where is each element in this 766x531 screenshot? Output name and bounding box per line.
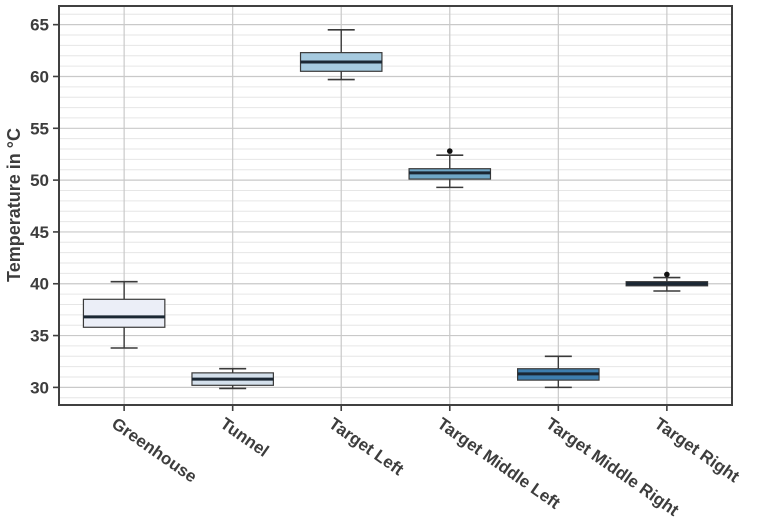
y-tick-label: 30 <box>30 378 49 397</box>
x-category-label: Target Left <box>325 414 407 479</box>
iqr-box <box>82 298 166 328</box>
y-tick-label: 65 <box>30 16 49 35</box>
x-category-label: Tunnel <box>217 414 273 461</box>
boxplot-target-middle-left <box>408 148 492 189</box>
panel-border <box>58 5 733 406</box>
boxplot-target-right <box>625 271 709 292</box>
boxplot-target-left <box>299 29 383 81</box>
outlier-point <box>446 148 453 154</box>
y-tick-label: 55 <box>30 119 49 138</box>
y-tick-label: 60 <box>30 67 49 86</box>
boxplot-greenhouse <box>82 280 166 349</box>
x-category-label: Greenhouse <box>108 414 200 486</box>
boxplot-tunnel <box>191 367 274 390</box>
outlier-point <box>664 271 670 278</box>
x-category-label: Target Right <box>651 414 743 486</box>
y-tick-label: 50 <box>30 171 49 190</box>
panel-frame <box>58 5 733 406</box>
y-tick-label: 35 <box>30 327 49 346</box>
box-layer <box>82 29 709 390</box>
y-axis-title: Temperature in °C <box>4 128 24 282</box>
boxplot-target-middle-right <box>517 355 600 389</box>
axis-layer: 30 35 40 45 50 55 60 65 Greenhouse Tunnel Target L… <box>30 16 743 520</box>
y-tick-label: 40 <box>30 275 49 294</box>
grid-layer <box>59 6 732 405</box>
y-tick-label: 45 <box>30 223 49 242</box>
